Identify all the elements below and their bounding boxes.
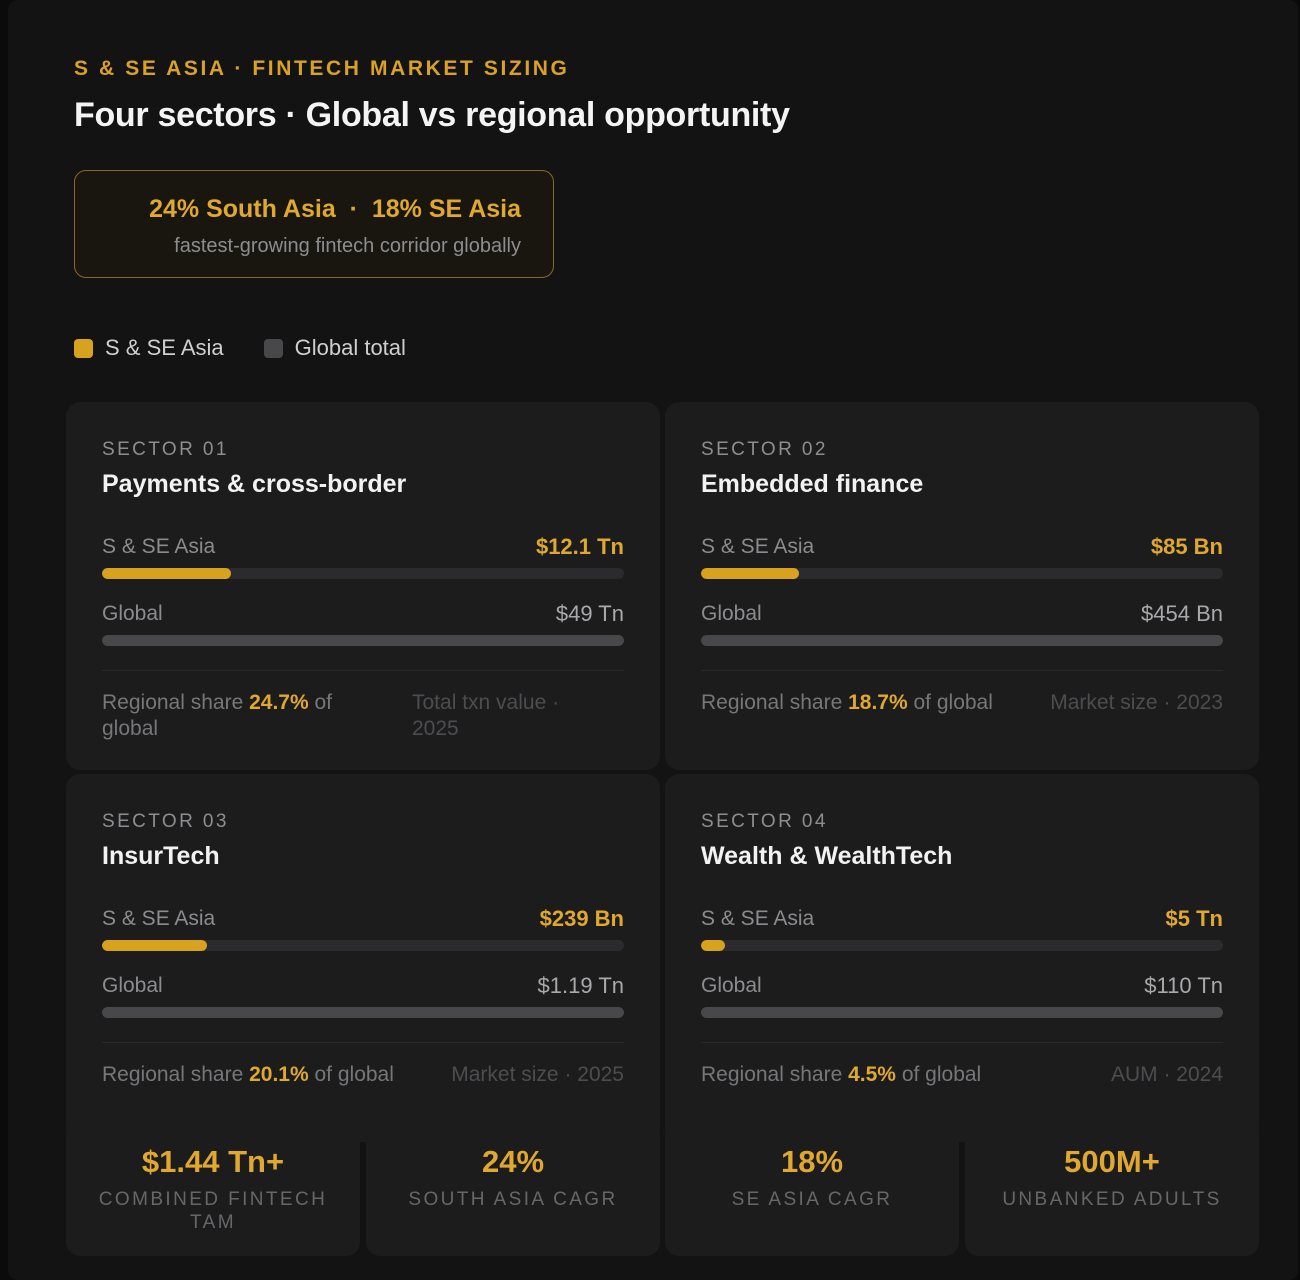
regional-row-label: S & SE Asia	[102, 907, 216, 930]
legend-label-global: Global total	[294, 335, 406, 360]
sector-title: Wealth & WealthTech	[701, 842, 953, 870]
stat-label: SE ASIA CAGR	[731, 1189, 893, 1210]
card-divider	[701, 670, 1223, 671]
regional-share-text: Regional share 4.5% of global	[701, 1062, 981, 1088]
share-value: 18.7%	[848, 691, 908, 714]
regional-share-text: Regional share 24.7% of global	[102, 690, 392, 742]
stat-value: 18%	[780, 1144, 844, 1179]
sector-title: Payments & cross-border	[102, 470, 407, 498]
regional-bar	[701, 568, 799, 579]
share-suffix: of global	[901, 1063, 982, 1086]
regional-bar-track	[102, 940, 624, 951]
sector-number: SECTOR 01	[102, 439, 229, 460]
share-suffix: of global	[913, 691, 993, 714]
share-prefix: Regional share	[102, 1063, 244, 1086]
stat-label: COMBINED FINTECH TAM	[98, 1189, 328, 1233]
regional-row-label: S & SE Asia	[102, 535, 216, 558]
sector-card: SECTOR 01 Payments & cross-border S & SE A…	[66, 402, 660, 770]
stat-tile: 24% SOUTH ASIA CAGR	[366, 1120, 660, 1256]
stat-tile: $1.44 Tn+ COMBINED FINTECH TAM	[66, 1120, 360, 1256]
global-bar-track	[701, 1007, 1223, 1018]
sector-meta: Market size · 2025	[451, 1063, 624, 1086]
callout-headline: 24% South Asia · 18% SE Asia	[149, 195, 521, 223]
card-divider	[102, 1042, 624, 1043]
legend-item-regional: S & SE Asia	[74, 335, 224, 361]
global-row-label: Global	[701, 602, 762, 625]
sector-meta: Market size · 2023	[1050, 691, 1223, 714]
global-bar	[102, 1007, 624, 1018]
sector-title: Embedded finance	[701, 470, 924, 498]
stat-tile: 500M+ UNBANKED ADULTS	[965, 1120, 1259, 1256]
legend-swatch-regional	[74, 338, 93, 358]
regional-share-text: Regional share 20.1% of global	[102, 1062, 394, 1088]
regional-bar	[102, 940, 207, 951]
global-row-label: Global	[102, 974, 163, 997]
sector-number: SECTOR 02	[701, 439, 828, 460]
stat-label: SOUTH ASIA CAGR	[408, 1189, 618, 1210]
eyebrow-label: S & SE ASIA · FINTECH MARKET SIZING	[74, 57, 570, 80]
global-bar-track	[102, 1007, 624, 1018]
global-value-label: $454 Bn	[1141, 601, 1223, 626]
sector-number: SECTOR 03	[102, 811, 229, 832]
regional-row-label: S & SE Asia	[701, 535, 815, 558]
regional-value-label: $12.1 Tn	[535, 534, 624, 559]
share-value: 4.5%	[848, 1063, 896, 1086]
share-suffix: of global	[102, 691, 333, 740]
share-prefix: Regional share	[102, 691, 244, 714]
global-value-label: $110 Tn	[1144, 973, 1223, 998]
page-title: Four sectors · Global vs regional opport…	[74, 96, 790, 134]
sector-card: SECTOR 02 Embedded finance S & SE Asia $85 …	[665, 402, 1259, 770]
stat-value: 24%	[481, 1144, 545, 1179]
sector-card: SECTOR 03 InsurTech S & SE Asia $239 Bn Glob…	[66, 774, 660, 1142]
global-value-label: $1.19 Tn	[537, 973, 624, 998]
stat-value: $1.44 Tn+	[141, 1144, 285, 1179]
regional-bar-track	[102, 568, 624, 579]
regional-share-text: Regional share 18.7% of global	[701, 690, 993, 716]
callout-subtext: fastest-growing fintech corridor globall…	[174, 235, 521, 257]
card-divider	[701, 1042, 1223, 1043]
chart-legend: S & SE Asia Global total	[74, 335, 406, 361]
global-bar-track	[102, 635, 624, 646]
global-bar	[701, 1007, 1223, 1018]
stat-label: UNBANKED ADULTS	[1002, 1189, 1222, 1210]
regional-bar	[701, 940, 725, 951]
regional-value-label: $239 Bn	[539, 906, 624, 931]
regional-bar-track	[701, 568, 1223, 579]
regional-bar	[102, 568, 231, 579]
regional-row-label: S & SE Asia	[701, 907, 815, 930]
stat-value: 500M+	[1064, 1144, 1160, 1179]
legend-item-global: Global total	[263, 335, 406, 361]
dashboard-panel: S & SE ASIA · FINTECH MARKET SIZING Four…	[8, 0, 1298, 1280]
regional-value-label: $85 Bn	[1150, 534, 1223, 559]
global-value-label: $49 Tn	[555, 601, 624, 626]
share-prefix: Regional share	[701, 691, 843, 714]
stat-tile: 18% SE ASIA CAGR	[665, 1120, 959, 1256]
global-bar	[102, 635, 624, 646]
global-row-label: Global	[701, 974, 762, 997]
share-prefix: Regional share	[701, 1063, 843, 1086]
sector-number: SECTOR 04	[701, 811, 828, 832]
global-bar	[701, 635, 1223, 646]
growth-callout: 24% South Asia · 18% SE Asia fastest-gro…	[74, 170, 554, 278]
sector-card: SECTOR 04 Wealth & WealthTech S & SE Asia $…	[665, 774, 1259, 1142]
global-bar-track	[701, 635, 1223, 646]
share-suffix: of global	[314, 1063, 394, 1086]
regional-value-label: $5 Tn	[1165, 906, 1223, 931]
sector-meta: AUM · 2024	[1110, 1063, 1223, 1086]
sector-title: InsurTech	[102, 842, 220, 870]
share-value: 20.1%	[249, 1063, 309, 1086]
legend-swatch-global	[263, 338, 283, 358]
regional-bar-track	[701, 940, 1223, 951]
share-value: 24.7%	[249, 691, 309, 714]
sector-meta: Total txn value · 2025	[412, 691, 560, 740]
global-row-label: Global	[102, 602, 163, 625]
legend-label-regional: S & SE Asia	[105, 335, 224, 360]
card-divider	[102, 670, 624, 671]
